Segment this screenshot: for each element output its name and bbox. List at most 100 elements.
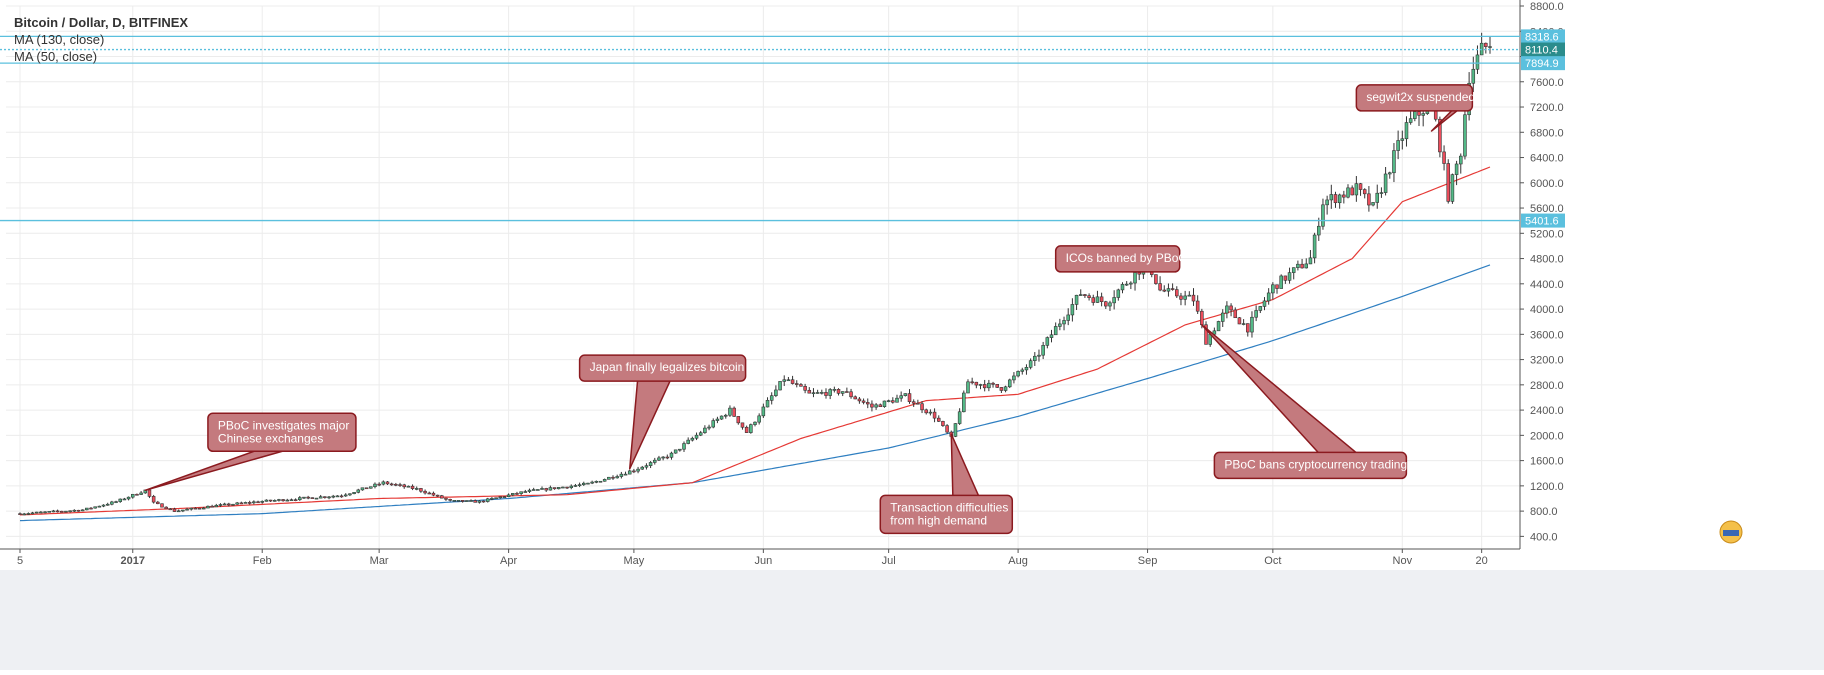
candle-body: [64, 510, 68, 513]
candle: [540, 486, 544, 490]
candle: [719, 415, 724, 420]
candle-body: [1404, 122, 1409, 140]
candle-body: [1392, 150, 1396, 174]
candle-body: [126, 496, 131, 500]
candle: [1045, 336, 1050, 349]
candle: [527, 488, 532, 493]
candle-body: [181, 509, 185, 512]
candle-body: [1321, 204, 1325, 227]
candle-body: [611, 476, 615, 479]
candle-body: [381, 481, 386, 485]
candle-body: [1317, 225, 1321, 236]
candle-body: [845, 391, 849, 393]
candle: [728, 405, 732, 417]
price-tick-label: 4800.0: [1530, 254, 1564, 266]
price-tick-label: 2000.0: [1530, 430, 1564, 442]
candle: [168, 508, 173, 511]
candle: [1062, 316, 1066, 331]
candle-body: [1408, 118, 1413, 123]
candle: [1220, 309, 1225, 328]
candle-body: [1078, 294, 1083, 296]
candle: [607, 476, 611, 480]
candle-body: [214, 504, 219, 508]
candle-body: [995, 384, 999, 388]
candle-body: [210, 505, 214, 508]
candle-body: [519, 491, 523, 494]
candle-body: [1275, 284, 1279, 289]
candle-body: [1087, 295, 1091, 298]
candle-body: [1241, 323, 1246, 325]
candle-body: [1337, 194, 1342, 204]
tradingview-badge-icon: [1719, 520, 1743, 544]
candle-body: [239, 502, 244, 505]
candle: [849, 388, 853, 399]
candle-body: [1045, 337, 1050, 346]
candle-body: [577, 484, 582, 486]
candle-body: [1312, 234, 1317, 259]
candle: [298, 495, 302, 501]
candle-body: [1003, 386, 1008, 391]
price-label-text: 8318.6: [1525, 31, 1559, 43]
price-tick-label: 5600.0: [1530, 203, 1564, 215]
callout-box: [1355, 84, 1474, 112]
candle: [836, 388, 841, 396]
grid-lines: [6, 5, 1520, 549]
candle: [1104, 300, 1108, 309]
time-tick-label: Feb: [253, 555, 272, 567]
callout-text: segwit2x suspended: [1366, 90, 1475, 104]
candle-body: [252, 501, 256, 504]
candle: [339, 494, 344, 498]
candle: [59, 510, 64, 513]
candle: [80, 509, 85, 512]
candle: [431, 491, 436, 497]
candle: [857, 397, 862, 404]
candle-body: [878, 404, 883, 408]
candle: [790, 375, 795, 385]
candle: [1028, 358, 1033, 370]
candle: [782, 375, 786, 387]
candle: [715, 416, 720, 424]
candle: [1308, 250, 1313, 265]
price-tick-label: 7200.0: [1530, 102, 1564, 114]
candle-body: [790, 379, 795, 384]
candle-body: [1283, 275, 1288, 281]
candle-body: [811, 392, 816, 395]
candle-body: [895, 397, 899, 403]
candle-body: [1037, 354, 1041, 357]
candle: [765, 397, 770, 408]
candle-body: [1388, 172, 1392, 175]
callout-box: [207, 412, 357, 452]
candle: [126, 496, 131, 501]
candle-body: [916, 402, 920, 405]
candle-body: [920, 403, 924, 411]
candle: [331, 494, 335, 499]
candle-body: [865, 402, 870, 405]
candle-body: [602, 479, 607, 482]
candle-body: [778, 381, 782, 391]
candle-body: [490, 497, 494, 500]
candle-body: [1300, 263, 1304, 269]
candle: [978, 383, 983, 390]
candle: [193, 507, 198, 510]
candle: [669, 451, 674, 460]
candle: [502, 496, 507, 499]
candle-body: [1375, 192, 1380, 203]
candle: [1007, 378, 1012, 389]
candle-body: [627, 470, 632, 475]
candle: [243, 501, 248, 504]
candle-body: [1383, 173, 1388, 193]
candle: [473, 499, 477, 503]
candle: [1187, 291, 1192, 297]
candle-body: [302, 496, 306, 499]
ma50-label: MA (50, close): [14, 49, 98, 64]
candle: [114, 500, 118, 504]
candle: [1379, 187, 1384, 198]
candle: [1204, 321, 1208, 345]
time-tick-label: Nov: [1393, 555, 1413, 567]
candle-body: [565, 486, 569, 489]
candle-body: [80, 509, 85, 512]
candle: [498, 496, 503, 499]
price-label-text: 5401.6: [1525, 216, 1559, 228]
